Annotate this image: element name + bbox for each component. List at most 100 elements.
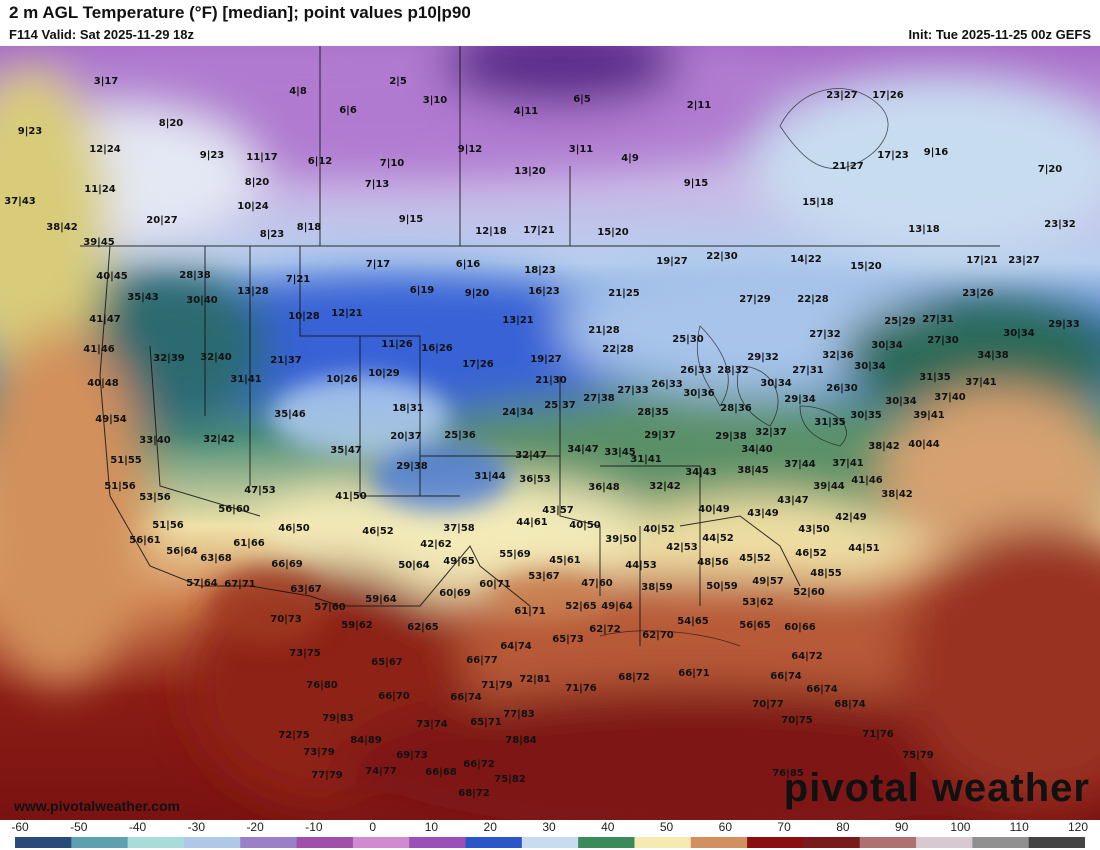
- point-value: 10|29: [368, 368, 400, 379]
- point-value: 40|44: [908, 439, 940, 450]
- point-value: 8|23: [259, 229, 285, 240]
- point-value: 53|62: [742, 597, 774, 608]
- point-value: 46|52: [362, 526, 394, 537]
- point-value: 71|79: [481, 680, 513, 691]
- point-value: 29|33: [1048, 319, 1080, 330]
- point-value: 13|18: [908, 224, 940, 235]
- legend-tick: -30: [187, 820, 205, 834]
- point-value: 32|39: [153, 353, 185, 364]
- point-value: 38|42: [881, 489, 913, 500]
- point-value: 56|64: [166, 546, 198, 557]
- legend-tick: 0: [369, 820, 376, 834]
- point-value: 76|80: [306, 680, 338, 691]
- point-value: 39|50: [605, 534, 637, 545]
- point-value: 10|24: [237, 201, 269, 212]
- point-value: 71|76: [862, 729, 894, 740]
- point-value: 6|6: [339, 105, 357, 116]
- point-value: 63|67: [290, 584, 322, 595]
- point-value: 66|68: [425, 767, 457, 778]
- legend-tick: 50: [659, 820, 674, 834]
- point-value: 12|18: [475, 226, 507, 237]
- point-value: 54|65: [677, 616, 709, 627]
- point-value: 57|64: [186, 578, 218, 589]
- point-value: 70|75: [781, 715, 813, 726]
- point-value: 25|29: [884, 316, 916, 327]
- point-value: 21|37: [270, 355, 302, 366]
- point-value: 16|26: [421, 343, 453, 354]
- legend-swatch: [634, 837, 692, 848]
- legend-tick: 20: [483, 820, 497, 834]
- point-value: 49|54: [95, 414, 127, 425]
- point-value: 32|37: [755, 427, 787, 438]
- point-value: 44|51: [848, 543, 880, 554]
- temperature-field: [0, 46, 1100, 820]
- point-value: 63|68: [200, 553, 232, 564]
- point-value: 79|83: [322, 713, 354, 724]
- point-value: 41|50: [335, 491, 367, 502]
- point-value: 8|20: [244, 177, 270, 188]
- point-value: 66|74: [450, 692, 482, 703]
- point-value: 67|71: [224, 579, 256, 590]
- point-value: 56|65: [739, 620, 771, 631]
- point-value: 12|24: [89, 144, 121, 155]
- point-value: 6|5: [573, 94, 591, 105]
- point-value: 46|52: [795, 548, 827, 559]
- legend-tick: -50: [70, 820, 88, 834]
- point-value: 40|50: [569, 520, 601, 531]
- point-value: 27|38: [583, 393, 615, 404]
- legend-tick: 40: [601, 820, 615, 834]
- point-value: 31|41: [630, 454, 662, 465]
- point-value: 7|17: [365, 259, 391, 270]
- point-value: 37|44: [784, 459, 816, 470]
- point-value: 27|30: [927, 335, 959, 346]
- point-value: 44|53: [625, 560, 657, 571]
- legend-swatch: [183, 837, 241, 848]
- point-value: 40|45: [96, 271, 128, 282]
- point-value: 40|48: [87, 378, 119, 389]
- point-value: 31|41: [230, 374, 262, 385]
- legend-tick: 70: [777, 820, 791, 834]
- point-value: 37|43: [4, 196, 36, 207]
- point-value: 65|67: [371, 657, 403, 668]
- point-value: 27|33: [617, 385, 649, 396]
- legend-swatch: [690, 837, 748, 848]
- point-value: 30|34: [871, 340, 903, 351]
- point-value: 43|57: [542, 505, 574, 516]
- legend-tick: 60: [718, 820, 733, 834]
- point-value: 74|77: [365, 766, 397, 777]
- point-value: 21|30: [535, 375, 567, 386]
- point-value: 18|23: [524, 265, 556, 276]
- point-value: 47|53: [244, 485, 276, 496]
- point-value: 14|22: [790, 254, 822, 265]
- point-value: 7|20: [1037, 164, 1063, 175]
- point-value: 72|75: [278, 730, 310, 741]
- legend-tick: 10: [424, 820, 439, 834]
- point-value: 32|40: [200, 352, 232, 363]
- point-value: 28|36: [720, 403, 752, 414]
- point-value: 31|35: [919, 372, 951, 383]
- point-value: 22|28: [602, 344, 634, 355]
- point-value: 16|23: [528, 286, 560, 297]
- point-value: 22|28: [797, 294, 829, 305]
- point-value: 9|15: [683, 178, 709, 189]
- point-value: 49|57: [752, 576, 784, 587]
- legend-tick: 100: [950, 820, 971, 834]
- point-value: 32|42: [649, 481, 681, 492]
- point-value: 61|66: [233, 538, 265, 549]
- point-value: 60|71: [479, 579, 511, 590]
- point-value: 50|64: [398, 560, 430, 571]
- point-value: 52|65: [565, 601, 597, 612]
- point-value: 17|26: [462, 359, 494, 370]
- legend-swatch: [578, 837, 635, 848]
- legend-swatch: [972, 837, 1030, 848]
- point-value: 41|46: [851, 475, 883, 486]
- site-url[interactable]: www.pivotalweather.com: [14, 798, 180, 814]
- point-value: 9|15: [398, 214, 424, 225]
- point-value: 42|62: [420, 539, 452, 550]
- point-value: 66|74: [770, 671, 802, 682]
- point-value: 7|21: [285, 274, 311, 285]
- point-value: 65|73: [552, 634, 584, 645]
- point-value: 33|40: [139, 435, 171, 446]
- point-value: 48|55: [810, 568, 842, 579]
- point-value: 62|70: [642, 630, 674, 641]
